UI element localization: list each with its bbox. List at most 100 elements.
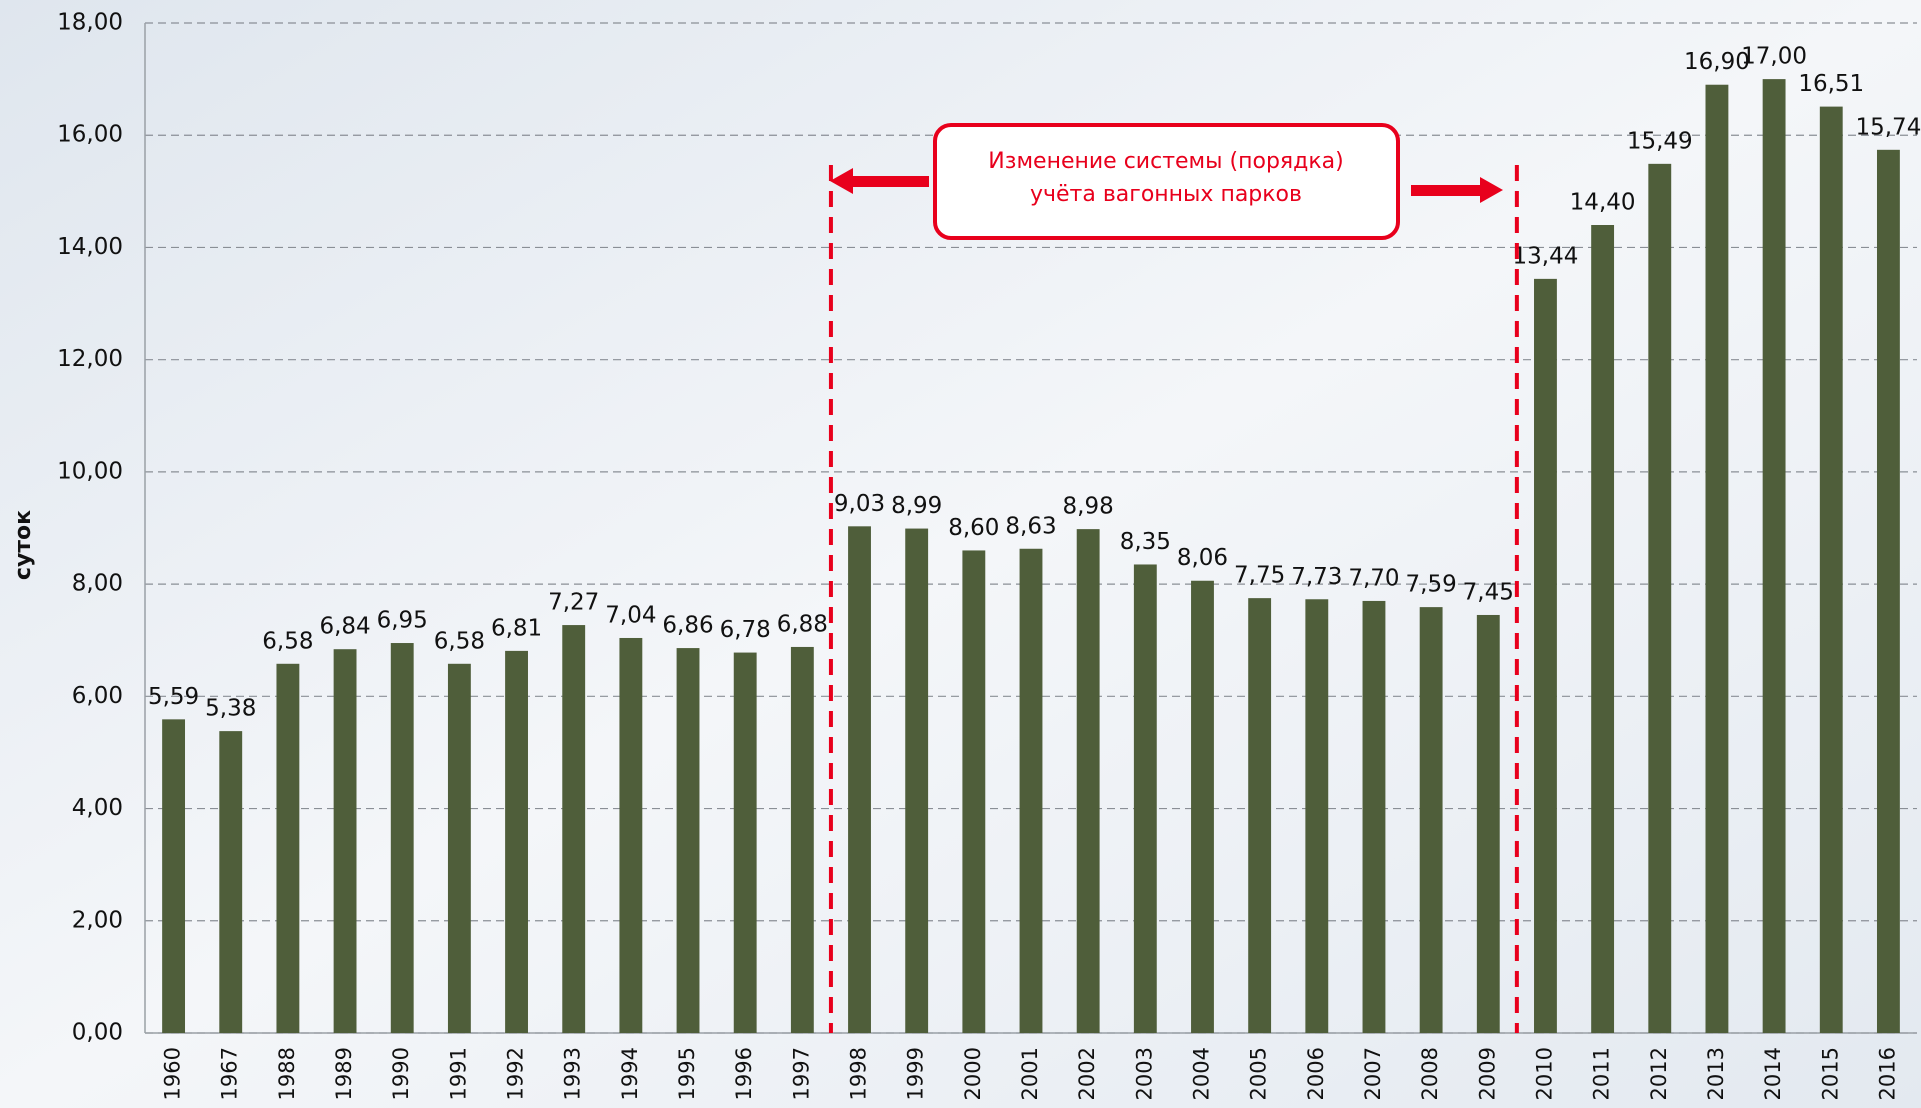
- data-label: 9,03: [834, 491, 885, 517]
- y-tick-label: 18,00: [57, 10, 123, 36]
- bar: [390, 643, 414, 1033]
- x-tick-label: 2004: [1189, 1047, 1213, 1100]
- data-label: 6,84: [319, 614, 370, 640]
- bar: [276, 663, 300, 1033]
- annotation-box: [933, 123, 1400, 240]
- x-tick-label: 1991: [446, 1047, 470, 1100]
- data-label: 13,44: [1513, 243, 1579, 269]
- data-label: 7,27: [548, 590, 599, 616]
- data-label: 7,70: [1348, 565, 1399, 591]
- bar: [962, 550, 986, 1033]
- data-label: 7,04: [605, 602, 656, 628]
- bar: [1591, 225, 1615, 1033]
- data-label: 8,99: [891, 493, 942, 519]
- bar: [1762, 79, 1786, 1034]
- x-tick-label: 2010: [1532, 1047, 1556, 1100]
- x-tick-label: 1992: [504, 1047, 528, 1100]
- data-label: 7,45: [1463, 579, 1514, 605]
- bar: [562, 625, 586, 1033]
- x-tick-label: 1994: [618, 1047, 642, 1100]
- bar: [1419, 607, 1443, 1033]
- bar: [162, 719, 186, 1033]
- x-tick-label: 2016: [1875, 1047, 1899, 1100]
- data-label: 6,58: [434, 628, 485, 654]
- x-tick-label: 1960: [161, 1047, 185, 1100]
- data-label: 7,59: [1406, 572, 1457, 598]
- x-tick-label: 2006: [1304, 1047, 1328, 1100]
- data-label: 14,40: [1570, 190, 1636, 216]
- annotation-text: учёта вагонных парков: [1030, 182, 1302, 207]
- x-tick-label: 1998: [847, 1047, 871, 1100]
- bar: [1076, 529, 1100, 1033]
- data-label: 7,75: [1234, 563, 1285, 589]
- x-tick-label: 1995: [675, 1047, 699, 1100]
- x-tick-label: 2012: [1647, 1047, 1671, 1100]
- x-tick-label: 1996: [732, 1047, 756, 1100]
- data-label: 6,88: [777, 611, 828, 637]
- data-label: 8,63: [1005, 513, 1056, 539]
- bar: [1248, 598, 1272, 1033]
- bar: [1876, 149, 1900, 1034]
- x-tick-label: 2001: [1018, 1047, 1042, 1100]
- y-tick-label: 10,00: [57, 458, 123, 484]
- bar: [1476, 614, 1500, 1033]
- x-tick-label: 2014: [1761, 1047, 1785, 1100]
- bar: [1019, 548, 1043, 1033]
- bar: [219, 731, 243, 1033]
- annotation-text: Изменение системы (порядка): [988, 149, 1343, 174]
- bar: [676, 648, 700, 1033]
- annotation: Изменение системы (порядка) учёта вагонн…: [830, 123, 1503, 240]
- bar: [733, 652, 757, 1033]
- x-tick-label: 2015: [1818, 1047, 1842, 1100]
- bar: [1362, 600, 1386, 1033]
- bar: [447, 663, 471, 1033]
- x-tick-label: 1999: [904, 1047, 928, 1100]
- x-tick-label: 1988: [275, 1047, 299, 1100]
- data-label: 5,38: [205, 696, 256, 722]
- x-tick-label: 2011: [1590, 1047, 1614, 1100]
- bar: [848, 526, 871, 1033]
- x-tick-label: 1990: [389, 1047, 413, 1100]
- bar: [1534, 278, 1557, 1033]
- y-tick-label: 2,00: [72, 907, 123, 933]
- bar: [505, 650, 528, 1033]
- x-tick-label: 2005: [1247, 1047, 1271, 1100]
- data-label: 6,78: [720, 617, 771, 643]
- data-label: 8,60: [948, 515, 999, 541]
- y-tick-label: 12,00: [57, 346, 123, 372]
- data-label: 15,49: [1627, 128, 1693, 154]
- data-label: 5,59: [148, 684, 199, 710]
- bar: [790, 646, 814, 1033]
- bar: [1819, 106, 1843, 1034]
- arrow-shaft: [851, 176, 929, 187]
- y-axis-title: суток: [11, 510, 36, 580]
- arrow-head: [830, 168, 853, 194]
- bar: [905, 528, 929, 1033]
- data-label: 8,06: [1177, 545, 1228, 571]
- data-label: 15,74: [1855, 114, 1921, 140]
- data-label: 6,86: [662, 613, 713, 639]
- x-tick-label: 2002: [1075, 1047, 1099, 1100]
- data-label: 16,51: [1798, 71, 1864, 97]
- x-tick-label: 2008: [1418, 1047, 1442, 1100]
- bar: [1705, 84, 1729, 1033]
- bar: [333, 649, 357, 1033]
- bar: [1191, 580, 1214, 1033]
- data-label: 8,98: [1063, 494, 1114, 520]
- y-tick-label: 16,00: [57, 122, 123, 148]
- x-tick-label: 1997: [789, 1047, 813, 1100]
- x-tick-label: 2000: [961, 1047, 985, 1100]
- y-tick-label: 8,00: [72, 571, 123, 597]
- bar: [619, 637, 643, 1033]
- arrow-head: [1480, 177, 1503, 203]
- data-label: 7,73: [1291, 564, 1342, 590]
- bar: [1648, 163, 1672, 1034]
- data-label: 6,58: [262, 628, 313, 654]
- y-tick-label: 6,00: [72, 683, 123, 709]
- x-tick-label: 2009: [1475, 1047, 1499, 1100]
- arrow-shaft: [1411, 185, 1481, 196]
- y-tick-label: 4,00: [72, 795, 123, 821]
- data-label: 6,81: [491, 615, 542, 641]
- x-tick-label: 2003: [1132, 1047, 1156, 1100]
